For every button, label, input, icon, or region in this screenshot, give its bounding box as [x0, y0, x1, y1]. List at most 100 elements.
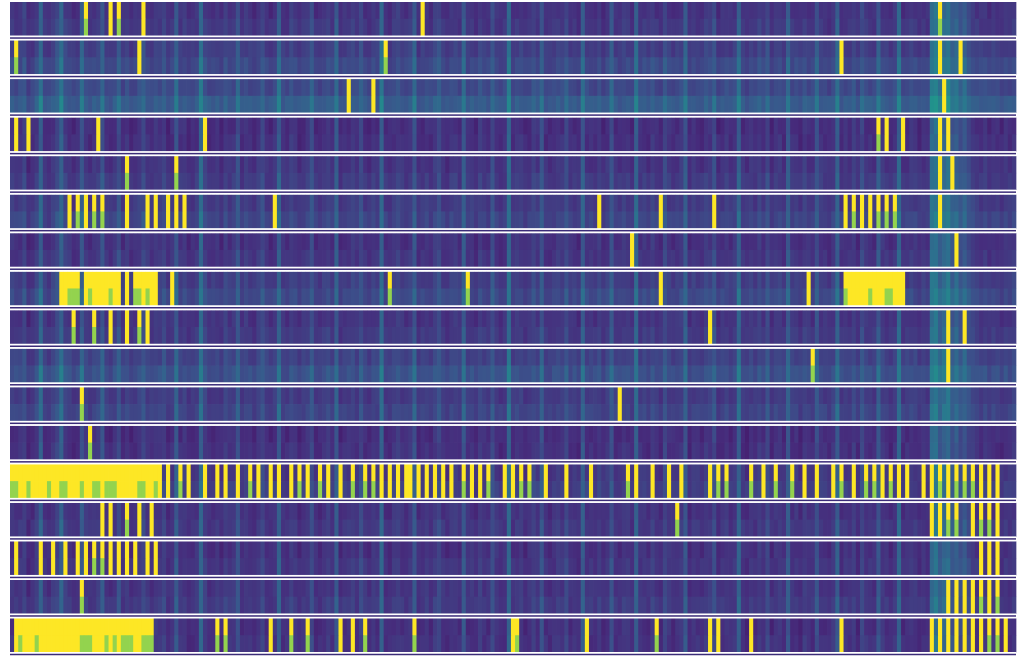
heatmap-cell [145, 194, 150, 212]
heatmap-cell [34, 310, 40, 328]
heatmap-cell [317, 134, 323, 152]
heatmap-cell [59, 18, 64, 36]
heatmap-cell [256, 194, 261, 212]
heatmap-cell [96, 57, 101, 75]
heatmap-cell [584, 194, 590, 212]
heatmap-cell [917, 79, 922, 97]
heatmap-cell [186, 40, 192, 58]
heatmap-cell [646, 117, 651, 135]
heatmap-cell [486, 310, 491, 328]
heatmap-cell [966, 271, 972, 289]
heatmap-cell [650, 57, 656, 75]
heatmap-cell [387, 134, 393, 152]
heatmap-cell [605, 211, 610, 229]
heatmap-cell [490, 156, 495, 174]
heatmap-cell [724, 134, 729, 152]
heatmap-cell [987, 57, 992, 75]
heatmap-cell [896, 211, 902, 229]
heatmap-cell [14, 271, 19, 289]
heatmap-cell [248, 249, 253, 268]
heatmap-cell [905, 327, 910, 345]
heatmap-cell [909, 194, 914, 212]
heatmap-cell [835, 233, 840, 251]
heatmap-cell [658, 310, 664, 328]
heatmap-cell [638, 211, 643, 229]
heatmap-cell [482, 194, 487, 212]
heatmap-cell [231, 249, 237, 268]
heatmap-cell [942, 117, 947, 135]
heatmap-cell [55, 57, 60, 75]
heatmap-cell [880, 271, 885, 289]
heatmap-cell [588, 194, 594, 212]
heatmap-cell [868, 288, 873, 306]
heatmap-cell [30, 57, 35, 75]
heatmap-cell [806, 211, 812, 229]
heatmap-cell [55, 233, 60, 251]
heatmap-cell [248, 172, 253, 190]
heatmap-cell [383, 194, 389, 212]
heatmap-cell [432, 233, 438, 251]
heatmap-cell [580, 365, 586, 383]
heatmap-cell [679, 194, 684, 212]
heatmap-cell [991, 288, 996, 306]
heatmap-cell [781, 271, 787, 289]
heatmap-cell [859, 40, 865, 58]
heatmap-cell [1011, 18, 1017, 36]
heatmap-cell [662, 327, 668, 345]
heatmap-cell [983, 271, 988, 289]
heatmap-cell [338, 2, 343, 20]
heatmap-cell [112, 365, 118, 383]
heatmap-cell [301, 79, 306, 97]
heatmap-cell [83, 117, 89, 135]
heatmap-cell [995, 249, 1000, 268]
heatmap-cell [552, 156, 557, 174]
heatmap-cell [1003, 288, 1009, 306]
heatmap-cell [527, 327, 532, 345]
heatmap-cell [453, 288, 458, 306]
heatmap-cell [363, 134, 368, 152]
heatmap-cell [679, 348, 684, 366]
heatmap-cell [933, 18, 939, 36]
heatmap-cell [63, 40, 68, 58]
heatmap-cell [523, 95, 528, 113]
heatmap-cell [465, 310, 471, 328]
heatmap-cell [683, 271, 688, 289]
heatmap-cell [104, 271, 109, 289]
heatmap-cell [510, 327, 516, 345]
heatmap-cell [720, 79, 725, 97]
heatmap-cell [847, 57, 853, 75]
heatmap-cell [379, 233, 385, 251]
heatmap-cell [720, 134, 725, 152]
heatmap-cell [482, 271, 487, 289]
heatmap-cell [987, 211, 992, 229]
heatmap-cell [999, 18, 1005, 36]
heatmap-cell [539, 117, 545, 135]
heatmap-cell [231, 387, 237, 405]
heatmap-cell [412, 194, 417, 212]
heatmap-cell [946, 156, 951, 174]
heatmap-cell [979, 249, 984, 268]
heatmap-cell [983, 79, 988, 97]
heatmap-cell [359, 57, 364, 75]
heatmap-cell [342, 288, 348, 306]
heatmap-cell [186, 211, 192, 229]
heatmap-cell [597, 2, 602, 20]
heatmap-cell [317, 194, 323, 212]
heatmap-cell [371, 117, 376, 135]
heatmap-cell [178, 271, 183, 289]
heatmap-cell [317, 310, 323, 328]
heatmap-cell [161, 348, 167, 366]
heatmap-cell [798, 156, 803, 174]
heatmap-cell [892, 134, 898, 152]
heatmap-cell [568, 310, 573, 328]
heatmap-cell [424, 310, 430, 328]
heatmap-cell [798, 95, 803, 113]
heatmap-cell [145, 18, 150, 36]
heatmap-cell [473, 2, 479, 20]
heatmap-cell [367, 310, 372, 328]
heatmap-cell [281, 327, 286, 345]
heatmap-cell [490, 172, 495, 190]
heatmap-cell [937, 172, 943, 190]
heatmap-cell [326, 18, 331, 36]
heatmap-cell [527, 117, 532, 135]
